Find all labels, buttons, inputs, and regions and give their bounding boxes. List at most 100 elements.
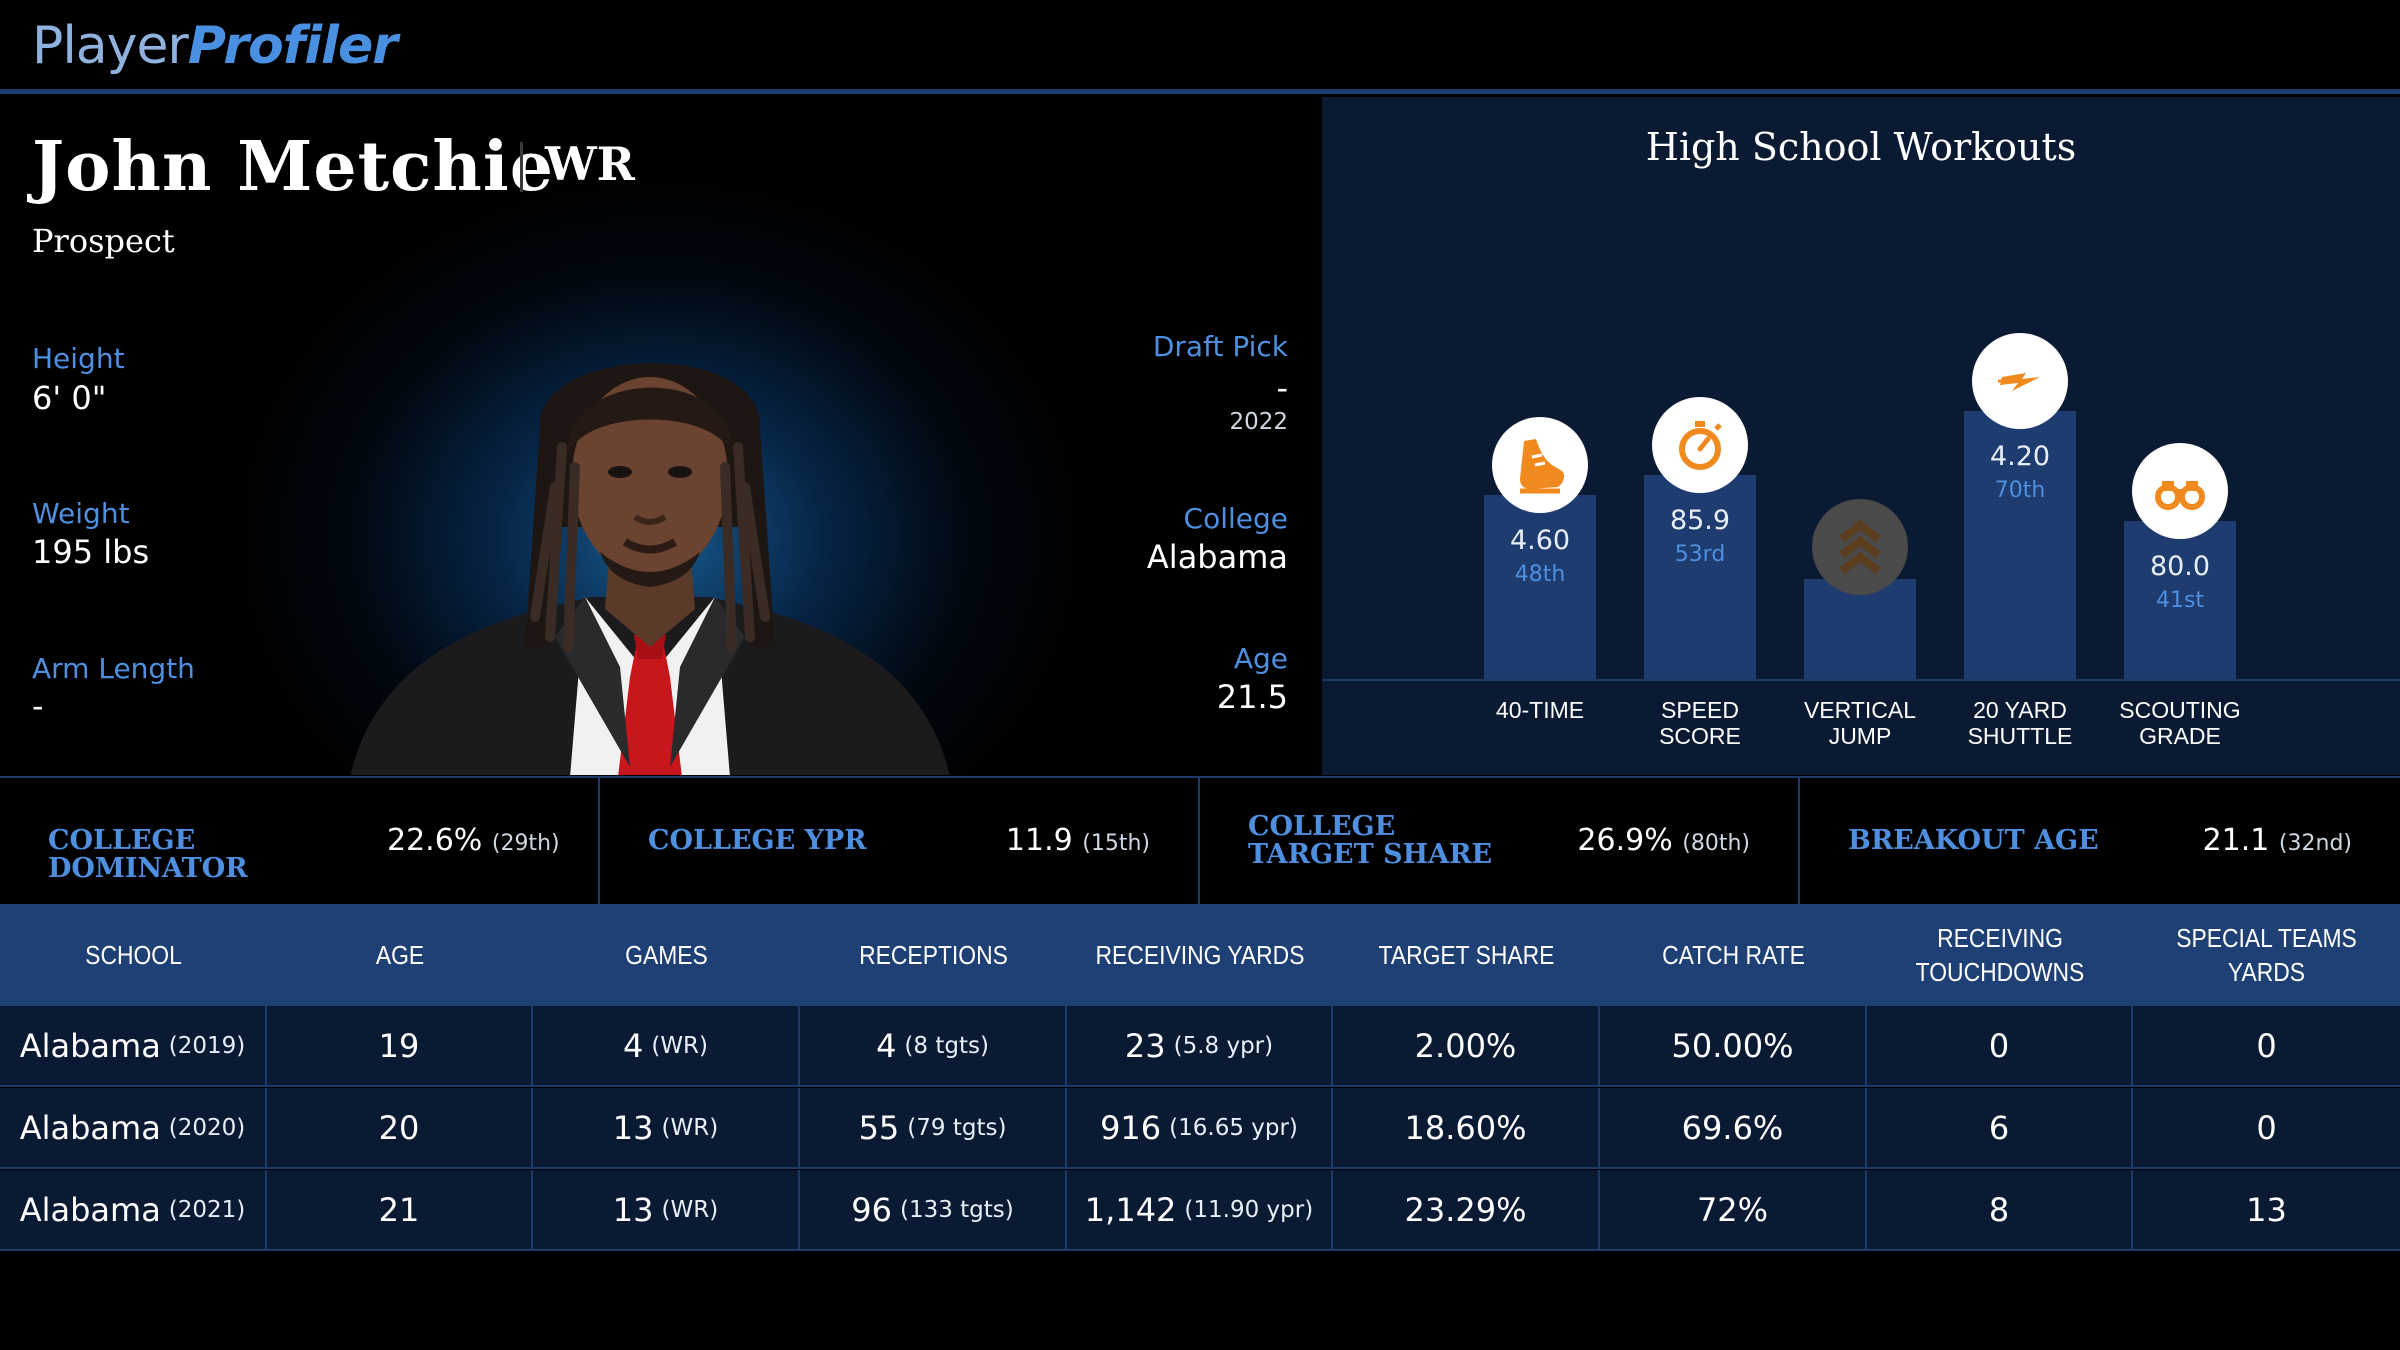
- col-header-catch-rate[interactable]: CATCH RATE: [1662, 940, 1805, 970]
- col-header-receptions[interactable]: RECEPTIONS: [859, 940, 1008, 970]
- cell-receptions: 96 (133 tgts): [800, 1170, 1067, 1250]
- stat-number: 11.9: [1005, 823, 1073, 858]
- workout-value-scouting-grade: 80.0: [2149, 551, 2211, 582]
- stopwatch-icon[interactable]: [1652, 397, 1748, 493]
- stat-label: COLLEGE DOMINATOR: [48, 825, 248, 884]
- binoculars-icon[interactable]: [2132, 443, 2228, 539]
- cell-age: 21: [267, 1170, 533, 1250]
- cell-games: 4 (WR): [533, 1006, 800, 1086]
- cell-games: 13 (WR): [533, 1088, 800, 1168]
- cell-receiving-yards: 1,142 (11.90 ypr): [1067, 1170, 1333, 1250]
- school-name: Alabama: [19, 1191, 161, 1229]
- school-year: (2020): [168, 1115, 246, 1141]
- chevrons-up-icon[interactable]: [1812, 499, 1908, 595]
- cell-target-share: 18.60%: [1333, 1088, 1600, 1168]
- player-position: WR: [545, 137, 635, 191]
- draft-year-value: 2022: [1229, 409, 1288, 435]
- workout-rank-20-yard-shuttle: 70th: [1994, 478, 2046, 503]
- col-header-games[interactable]: GAMES: [625, 940, 708, 970]
- workout-bar-20-yard-shuttle: [1964, 411, 2076, 679]
- workout-bar-speed-score: [1644, 475, 1756, 679]
- logo-part1: Player: [32, 16, 189, 76]
- yards-value: 23: [1124, 1027, 1166, 1065]
- col-header-special-teams-yards[interactable]: SPECIAL TEAMS YARDS: [2176, 923, 2357, 987]
- weight-label: Weight: [32, 497, 130, 530]
- workout-label-40-time: 40-TIME: [1495, 697, 1585, 723]
- site-logo[interactable]: PlayerProfiler: [32, 14, 398, 78]
- stat-label: COLLEGE TARGET SHARE: [1248, 811, 1493, 870]
- cell-special-teams-yards: 0: [2256, 1027, 2277, 1065]
- logo-part2: Profiler: [187, 16, 398, 76]
- college-stats-band: COLLEGE DOMINATOR 22.6% (29th) COLLEGE Y…: [0, 776, 2400, 904]
- cell-target-share: 2.00%: [1333, 1006, 1600, 1086]
- workout-bar-40-time: [1484, 495, 1596, 679]
- player-status: Prospect: [32, 222, 175, 260]
- cell-receiving-yards: 916 (16.65 ypr): [1067, 1088, 1333, 1168]
- workout-rank-scouting-grade: 41st: [2155, 588, 2205, 613]
- cell-receiving-yards: 23 (5.8 ypr): [1067, 1006, 1333, 1086]
- workout-label-vertical-jump: VERTICAL JUMP: [1803, 697, 1917, 749]
- cell-receiving-touchdowns: 8: [1867, 1170, 2133, 1250]
- col-header-receiving-touchdowns[interactable]: RECEIVING TOUCHDOWNS: [1915, 923, 2085, 987]
- stat-value: 22.6% (29th): [387, 823, 560, 858]
- yards-note: (5.8 ypr): [1173, 1033, 1274, 1059]
- cell-receptions: 55 (79 tgts): [800, 1088, 1067, 1168]
- stat-college-ypr: COLLEGE YPR 11.9 (15th): [600, 778, 1200, 904]
- workout-bar-vertical-jump: [1804, 579, 1916, 679]
- receptions-note: (79 tgts): [907, 1115, 1007, 1141]
- workout-value-speed-score: 85.9: [1669, 505, 1731, 536]
- stat-label: BREAKOUT AGE: [1848, 825, 2099, 856]
- cell-age: 19: [267, 1006, 533, 1086]
- draft-pick-value: -: [1276, 369, 1288, 407]
- table-row: Alabama (2019) 19 4 (WR) 4 (8 tgts) 23 (5.8 …: [0, 1006, 2400, 1087]
- cell-receptions: 4 (8 tgts): [800, 1006, 1067, 1086]
- receptions-note: (133 tgts): [899, 1197, 1014, 1223]
- age-label: Age: [1233, 642, 1288, 675]
- yards-value: 1,142: [1084, 1191, 1177, 1229]
- workout-bar-scouting-grade: [2124, 521, 2236, 679]
- height-label: Height: [32, 342, 125, 375]
- games-note: (WR): [651, 1033, 709, 1059]
- col-header-target-share[interactable]: TARGET SHARE: [1378, 940, 1555, 970]
- running-shoe-icon[interactable]: [1492, 417, 1588, 513]
- draft-pick-label: Draft Pick: [1152, 330, 1288, 363]
- arm-length-label: Arm Length: [32, 652, 195, 685]
- workouts-title: High School Workouts: [1645, 125, 2077, 169]
- lightning-icon[interactable]: [1972, 333, 2068, 429]
- player-photo: [350, 363, 950, 775]
- workout-value-40-time: 4.60: [1509, 525, 1571, 556]
- cell-school: Alabama (2021): [0, 1170, 267, 1250]
- cell-target-share: 23.29%: [1333, 1170, 1600, 1250]
- stat-number: 26.9%: [1577, 823, 1673, 858]
- workouts-panel: High School Workouts 4.60 48th 40-TIME 8…: [1322, 97, 2400, 775]
- games-value: 4: [622, 1027, 644, 1065]
- cell-special-teams-yards: 0: [2256, 1109, 2277, 1147]
- age-value: 21.5: [1216, 678, 1288, 716]
- receptions-value: 96: [851, 1191, 892, 1229]
- cell-games: 13 (WR): [533, 1170, 800, 1250]
- header-divider: [0, 89, 2400, 94]
- table-header: SCHOOL AGE GAMES RECEPTIONS RECEIVING YA…: [0, 904, 2400, 1006]
- stat-college-dominator: COLLEGE DOMINATOR 22.6% (29th): [0, 778, 600, 904]
- weight-value: 195 lbs: [32, 533, 150, 571]
- college-label: College: [1183, 502, 1288, 535]
- cell-catch-rate: 72%: [1600, 1170, 1867, 1250]
- school-year: (2021): [168, 1197, 246, 1223]
- school-year: (2019): [168, 1033, 246, 1059]
- col-header-receiving-yards[interactable]: RECEIVING YARDS: [1095, 940, 1305, 970]
- stat-value: 21.1 (32nd): [2203, 823, 2352, 858]
- col-header-school[interactable]: SCHOOL: [85, 940, 182, 970]
- workouts-baseline: [1322, 679, 2400, 681]
- receptions-note: (8 tgts): [904, 1033, 989, 1059]
- cell-receiving-touchdowns: 6: [1867, 1088, 2133, 1168]
- cell-catch-rate: 50.00%: [1600, 1006, 1867, 1086]
- stat-number: 21.1: [2202, 823, 2270, 858]
- stat-rank: (29th): [491, 831, 560, 856]
- stat-label: COLLEGE YPR: [648, 825, 867, 856]
- name-divider: [520, 142, 523, 192]
- player-profile-panel: John Metchie WR Prospect Height 6' 0" We…: [0, 97, 1320, 775]
- col-header-age[interactable]: AGE: [375, 940, 425, 970]
- stat-value: 11.9 (15th): [1006, 823, 1150, 858]
- height-value: 6' 0": [32, 379, 107, 417]
- stat-rank: (80th): [1682, 831, 1750, 856]
